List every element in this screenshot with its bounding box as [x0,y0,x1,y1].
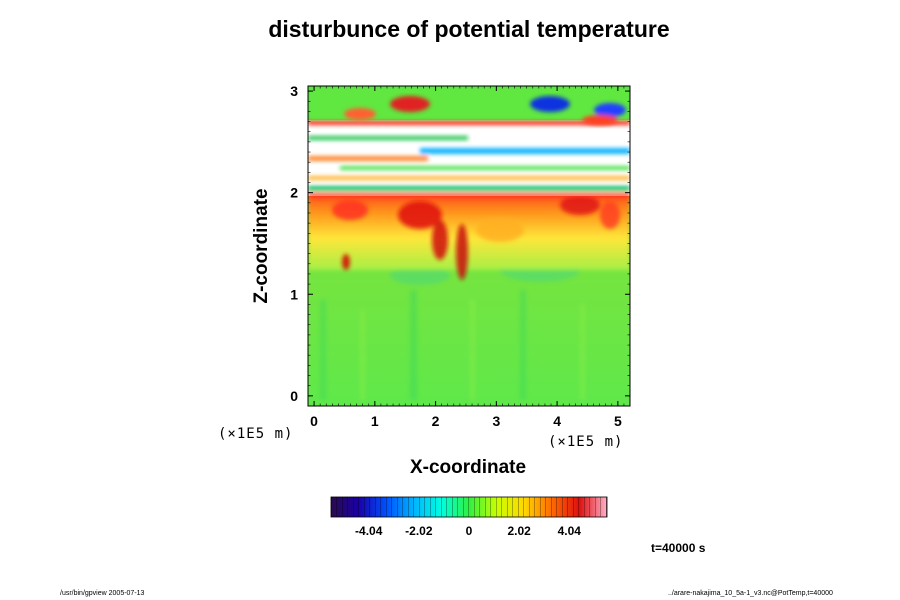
y-tick-label: 0 [290,388,298,404]
colorbar-tick-label: -2.02 [405,524,433,538]
x-tick-label: 5 [614,413,622,429]
colorbar-tick-label: 2.02 [507,524,531,538]
x-tick-label: 1 [371,413,379,429]
x-tick-label: 2 [432,413,440,429]
x-axis-unit: (×1E5 m) [548,434,624,450]
y-tick-label: 2 [290,185,298,201]
footer-command: /usr/bin/gpview 2005-07-13 [60,590,145,597]
y-axis-unit: (×1E5 m) [218,426,294,442]
colorbar-tick-label: -4.04 [355,524,383,538]
y-axis-label: Z-coordinate [251,188,272,304]
x-tick-label: 0 [310,413,318,429]
colorbar-tick-label: 0 [466,524,473,538]
footer-source: ../arare-nakajima_10_5a-1_v3.nc@PotTemp,… [668,590,833,597]
y-tick-label: 3 [290,83,298,99]
colorbar-tick-label: 4.04 [558,524,582,538]
axes: 0 1 2 3 4 5 0 1 2 3 [290,83,631,429]
y-tick-label: 1 [290,286,298,302]
x-axis-label: X-coordinate [409,457,527,478]
heatmap-field [308,86,630,406]
plot-frame [307,85,631,407]
chart-title: disturbunce of potential temperature [268,16,670,42]
time-label: t=40000 s [651,541,706,555]
x-tick-label: 3 [492,413,500,429]
x-tick-label: 4 [553,413,561,429]
colorbar: -4.04 -2.02 0 2.02 4.04 [330,496,608,538]
